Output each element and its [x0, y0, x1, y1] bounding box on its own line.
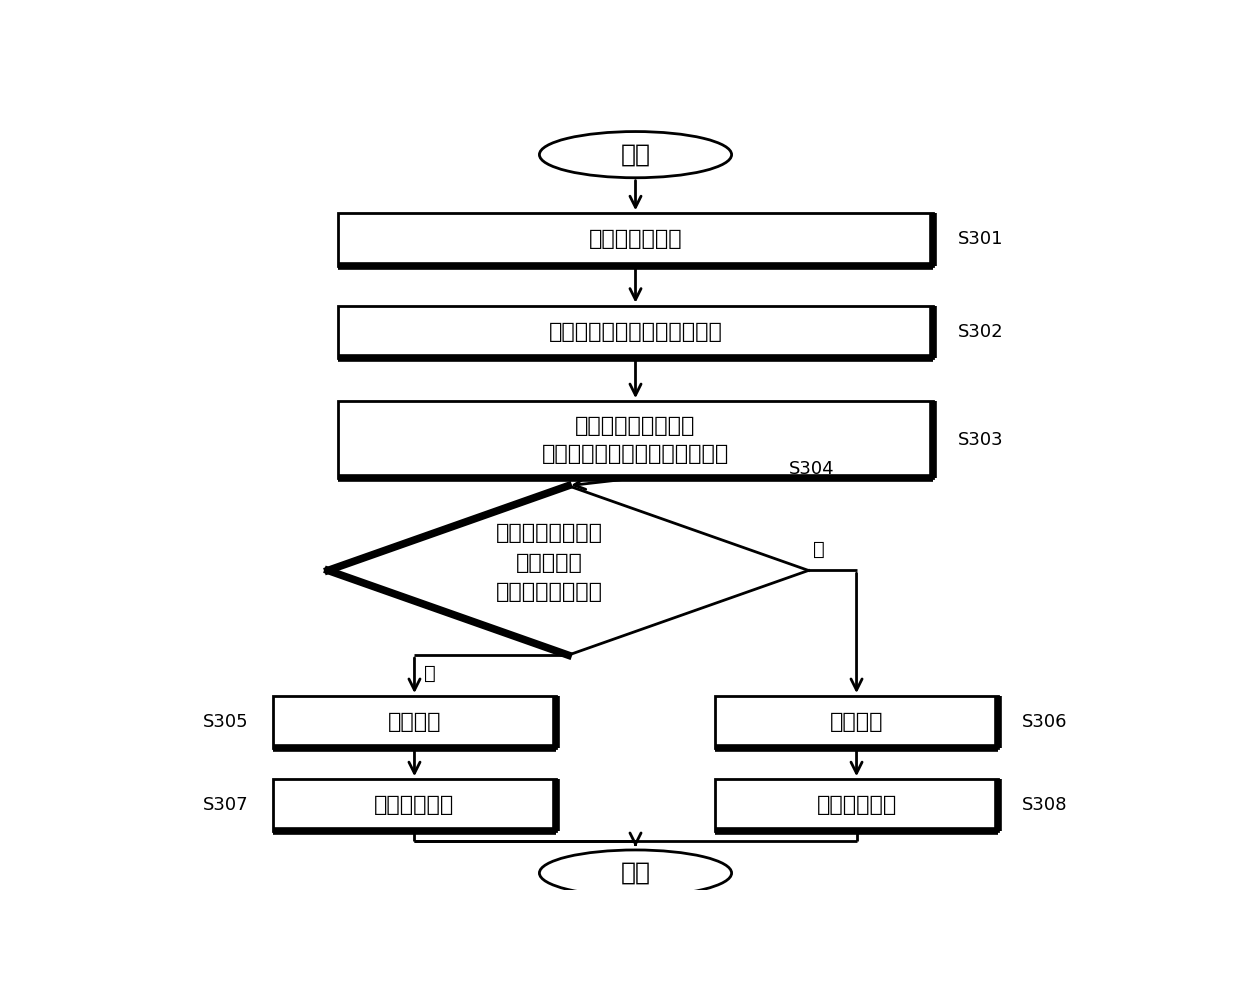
- Text: 显示拒绝消息: 显示拒绝消息: [816, 795, 897, 815]
- Text: 是: 是: [424, 664, 435, 683]
- Polygon shape: [327, 486, 808, 655]
- Text: 确定接受: 确定接受: [388, 712, 441, 732]
- Ellipse shape: [539, 850, 732, 896]
- Text: S304: S304: [789, 460, 835, 478]
- Bar: [714, 779, 998, 831]
- Text: S305: S305: [203, 713, 249, 731]
- Text: 感测电流或电压: 感测电流或电压: [589, 229, 682, 249]
- Bar: [714, 696, 998, 748]
- Text: 否: 否: [813, 540, 825, 559]
- Text: 结束: 结束: [620, 861, 651, 885]
- Text: S301: S301: [957, 230, 1003, 248]
- Text: 开始: 开始: [620, 143, 651, 167]
- Text: S307: S307: [203, 796, 249, 814]
- Text: S306: S306: [1022, 713, 1068, 731]
- Bar: [273, 779, 557, 831]
- Bar: [337, 306, 934, 358]
- Ellipse shape: [539, 132, 732, 178]
- Bar: [337, 213, 934, 266]
- Text: 波形数据在预定的
误差范围内
类似于接受数据？: 波形数据在预定的 误差范围内 类似于接受数据？: [496, 523, 603, 602]
- Bar: [337, 401, 934, 478]
- Text: 显示接受消息: 显示接受消息: [374, 795, 455, 815]
- Text: S303: S303: [957, 431, 1003, 449]
- Text: 将电流或电压转换成数字信号: 将电流或电压转换成数字信号: [548, 322, 723, 342]
- Bar: [273, 696, 557, 748]
- Text: 确定拒绝: 确定拒绝: [830, 712, 883, 732]
- Text: S308: S308: [1022, 796, 1068, 814]
- Text: S302: S302: [957, 323, 1003, 341]
- Text: 将转换后的波形数据
与累加存储的接受数据进行比较: 将转换后的波形数据 与累加存储的接受数据进行比较: [542, 416, 729, 464]
